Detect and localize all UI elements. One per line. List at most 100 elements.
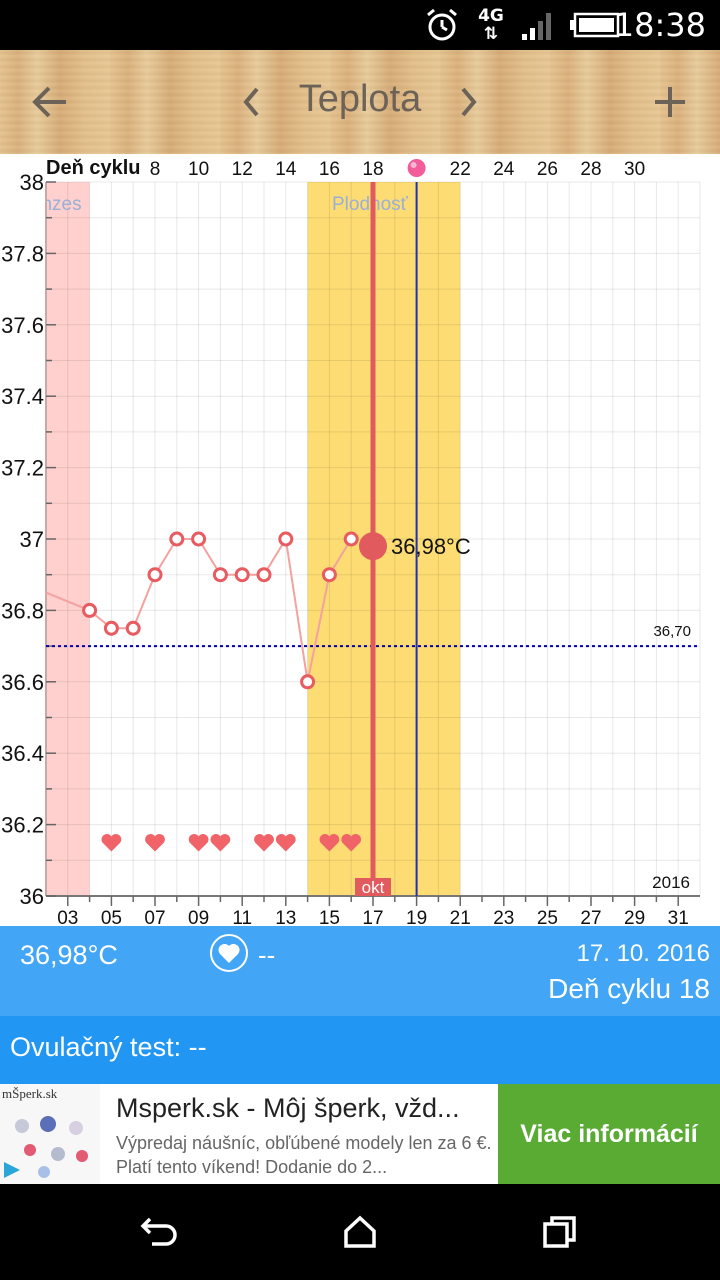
status-bar: 4G ⇅ 18:38 [0,0,720,50]
y-tick-label: 37.4 [1,384,44,409]
current-temperature: 36,98°C [20,940,118,970]
y-tick-label: 36.2 [1,813,44,838]
x-tick-label: 21 [450,908,471,926]
cycle-day-tick-label: 14 [275,159,297,180]
ad-logo[interactable]: mŠperk.sk [0,1084,100,1184]
y-tick-label: 36.8 [1,598,44,623]
intercourse-heart-icon [101,834,122,852]
intercourse-heart-icon [341,834,362,852]
temperature-point [256,567,272,583]
intercourse-button[interactable] [210,934,248,972]
add-button[interactable] [640,50,700,154]
battery-icon [570,0,622,50]
x-tick-label: 07 [144,908,165,926]
x-tick-label: 31 [668,908,689,926]
chevron-right-icon [461,87,477,117]
zone-label: Menzes [15,194,82,215]
previous-button[interactable] [232,50,272,154]
signal-icon [520,0,560,50]
temperature-point [82,602,98,618]
x-tick-label: 19 [406,908,427,926]
temperature-point [321,567,337,583]
nav-back-icon [140,1217,177,1246]
alarm-icon [422,0,462,50]
ovulation-test-label: Ovulačný test: -- [10,1032,207,1062]
selected-point-label: 36,98°C [391,534,471,559]
ovulation-marker [407,159,426,177]
temperature-point [191,531,207,547]
x-tick-label: 23 [493,908,514,926]
temperature-point [234,567,250,583]
cycle-day-tick-label: 10 [188,159,209,180]
cycle-day-tick-label: 30 [624,159,645,180]
chart-canvas[interactable]: Menzes Plodnosť 38 37.8 37.6 37.4 37.2 37 36.8 36… [0,154,720,926]
x-tick-label: 13 [275,908,296,926]
status-time: 18:38 [613,6,706,44]
intercourse-heart-icon [145,834,165,852]
cycle-axis-label: Deň cyklu [46,157,140,179]
selected-date: 17. 10. 2016 [576,940,710,967]
x-tick-label: 17 [362,908,383,926]
page-title: Teplota [298,78,422,120]
zone-label: Plodnosť [332,194,409,215]
temperature-point [147,567,163,583]
nav-home-button[interactable] [310,1184,410,1280]
next-button[interactable] [448,50,488,154]
nav-recent-icon [543,1216,576,1248]
x-tick-label: 09 [188,908,209,926]
temperature-point [300,674,316,690]
nav-home-icon [344,1215,376,1248]
temperature-point [103,620,119,636]
intercourse-heart-icon [319,834,340,852]
temperature-point [169,531,185,547]
y-tick-label: 37.6 [1,313,44,338]
x-tick-label: 29 [624,908,645,926]
year-label: 2016 [652,873,690,892]
navigation-bar [0,1184,720,1280]
nav-recent-button[interactable] [510,1184,610,1280]
cycle-day-tick-label: 24 [493,159,515,180]
x-tick-label: 15 [319,908,340,926]
selected-point [359,532,387,561]
cycle-day-tick-label: 28 [580,159,601,180]
info-panel: 36,98°C -- 17. 10. 2016 Deň cyklu 18 [0,926,720,1016]
y-tick-label: 36.4 [1,741,44,766]
ovulation-test-bar[interactable]: Ovulačný test: -- [0,1016,720,1084]
arrow-left-icon [32,86,66,118]
temperature-chart[interactable]: Menzes Plodnosť 38 37.8 37.6 37.4 37.2 37 36.8 36… [0,154,720,926]
y-tick-label: 37 [20,527,44,552]
cycle-day-tick-label: 18 [362,159,383,180]
network-type: 4G [478,6,504,26]
intercourse-heart-icon [188,834,209,852]
x-tick-label: 05 [101,908,122,926]
intercourse-heart-icon [210,834,231,852]
toolbar: Teplota [0,50,720,154]
jewelry-image-icon [4,1116,88,1178]
cycle-day-tick-label: 16 [319,159,340,180]
y-tick-label: 36 [20,884,44,909]
nav-back-button[interactable] [110,1184,210,1280]
y-tick-label: 37.2 [1,456,44,481]
cycle-axis-label-bg [46,154,142,180]
network-indicator: 4G ⇅ [474,0,508,50]
ad-description: Výpredaj náušníc, obľúbené modely len za… [116,1133,492,1177]
intercourse-heart-icon [275,834,296,852]
y-tick-label: 37.8 [1,241,44,266]
x-tick-label: 27 [580,908,601,926]
heart-icon [218,943,240,963]
ovulation-marker-highlight [410,162,417,168]
ad-banner[interactable]: mŠperk.sk Msperk.sk - Môj šperk, vžd... … [0,1084,720,1184]
ad-cta-button[interactable]: Viac informácií [498,1084,720,1184]
cycle-day: Deň cyklu 18 [548,973,710,1004]
back-button[interactable] [20,50,80,154]
cycle-day-tick-label: 22 [450,159,471,180]
month-label-bg [355,878,391,896]
plus-icon [655,87,685,117]
cycle-day-tick-label: 26 [537,159,558,180]
ad-logo-text: mŠperk.sk [2,1086,58,1101]
chevron-left-icon [243,87,259,117]
ad-title[interactable]: Msperk.sk - Môj šperk, vžd... [116,1093,460,1123]
month-label: okt [362,878,385,897]
cycle-day-tick-label: 12 [232,159,253,180]
intercourse-heart-icon [254,834,274,852]
